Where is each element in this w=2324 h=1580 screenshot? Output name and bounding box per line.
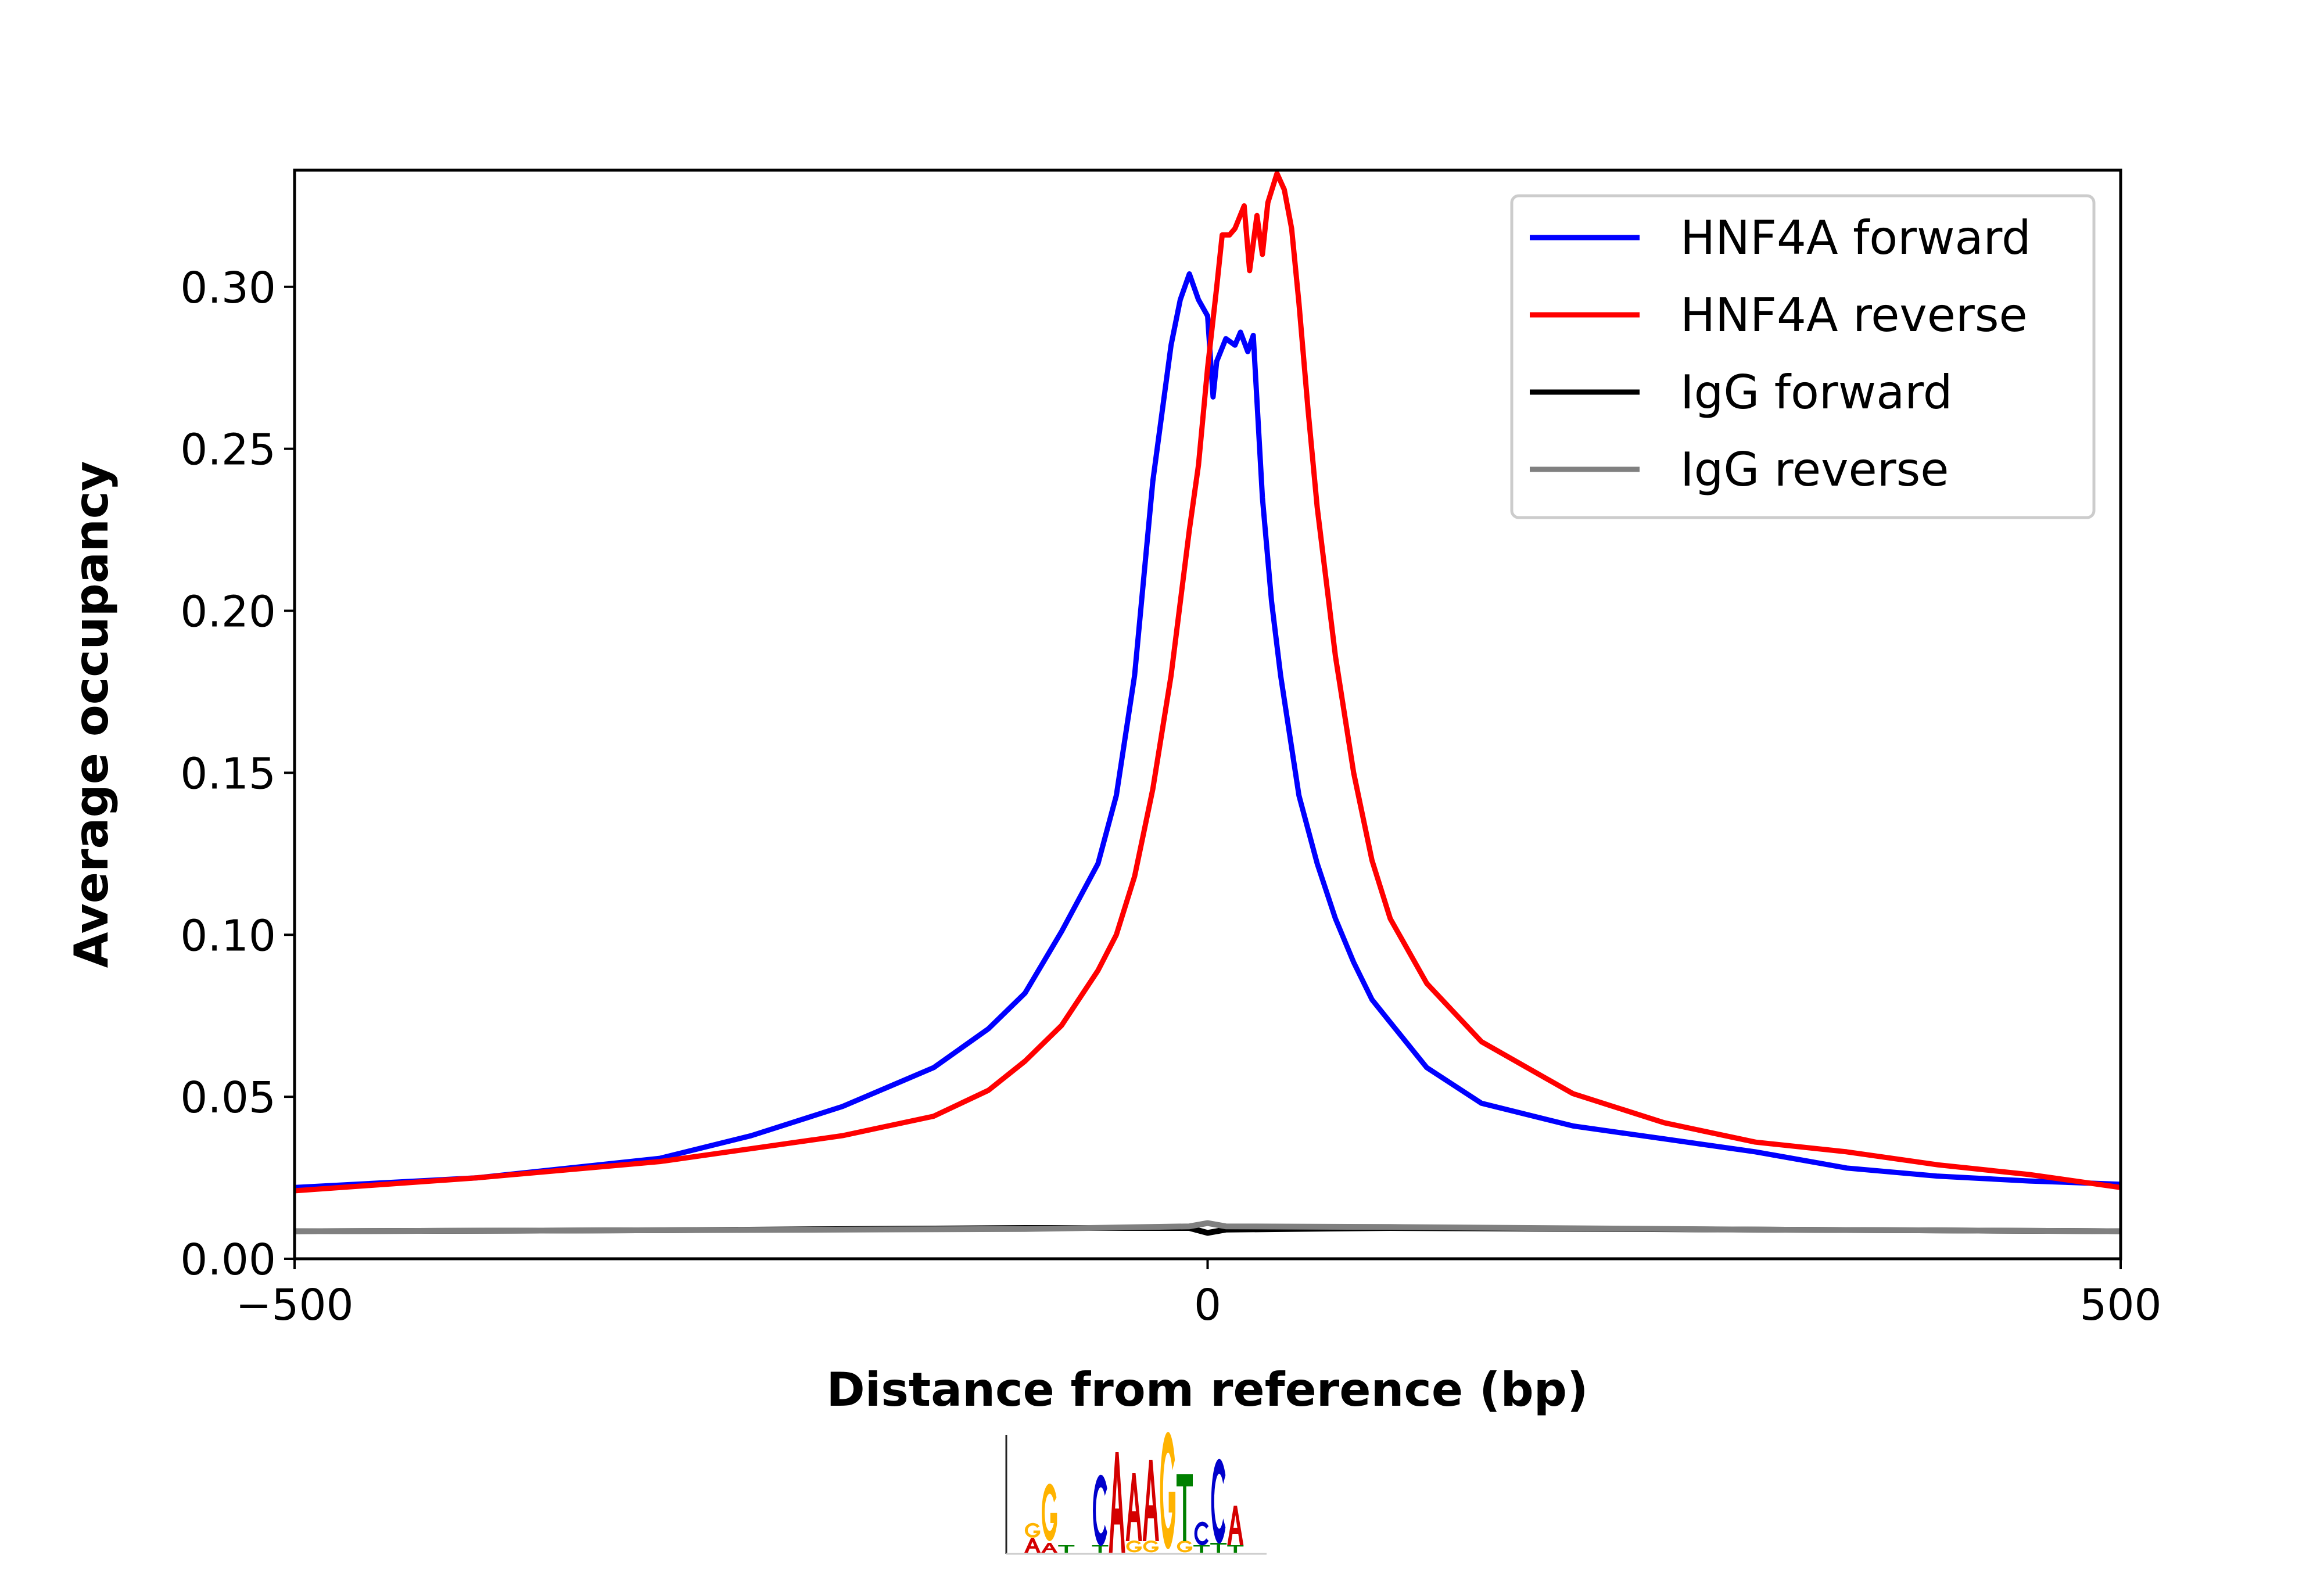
x-tick-label: 0 — [1194, 1280, 1221, 1330]
y-tick-label: 0.05 — [180, 1073, 276, 1123]
legend-box — [1510, 194, 2096, 519]
motif-letter-G — [1126, 1541, 1142, 1553]
motif-letter-T — [1092, 1545, 1109, 1553]
motif-logo — [1005, 1432, 1267, 1555]
motif-letter-A — [1109, 1452, 1125, 1553]
series-line-igg-reverse — [294, 1220, 2121, 1234]
motif-letter-A — [1041, 1543, 1058, 1553]
y-tick-label: 0.15 — [180, 749, 276, 799]
y-tick-label: 0.00 — [180, 1235, 276, 1285]
motif-letter-T — [1193, 1545, 1210, 1553]
y-tick-label: 0.30 — [180, 263, 276, 313]
y-axis: 0.00 0.05 0.10 0.15 0.20 0.25 0.30 — [180, 263, 295, 1285]
x-axis-label: Distance from reference (bp) — [826, 1363, 1588, 1417]
y-axis-label: Average occupancy — [64, 461, 119, 968]
y-tick-label: 0.10 — [180, 911, 276, 961]
motif-letter-G — [1024, 1522, 1041, 1538]
motif-letter-T — [1227, 1545, 1244, 1553]
x-axis: −500 0 500 — [235, 1259, 2162, 1330]
legend-label-hnf4a-forward: HNF4A forward — [1680, 211, 2031, 265]
motif-letter-A — [1125, 1473, 1142, 1541]
motif-letter-G — [1042, 1484, 1057, 1541]
motif-letter-C — [1194, 1521, 1209, 1546]
legend-label-igg-forward: IgG forward — [1680, 365, 1953, 419]
motif-letter-C — [1093, 1474, 1107, 1546]
motif-letter-T — [1058, 1545, 1075, 1553]
series-line-hnf4a-reverse — [294, 171, 2121, 1194]
x-tick-label: −500 — [235, 1280, 353, 1330]
motif-letter-A — [1142, 1460, 1159, 1541]
motif-letter-A — [1024, 1538, 1041, 1553]
y-tick-label: 0.20 — [180, 587, 276, 637]
motif-letter-T — [1177, 1474, 1193, 1541]
plot-lines — [294, 171, 2121, 1236]
motif-letter-A — [1227, 1506, 1244, 1545]
motif-letter-C — [1211, 1459, 1226, 1544]
x-tick-label: 500 — [2079, 1280, 2161, 1330]
series-line-hnf4a-forward — [294, 271, 2121, 1190]
y-tick-label: 0.25 — [180, 425, 276, 475]
legend-label-igg-reverse: IgG reverse — [1680, 443, 1949, 497]
legend-label-hnf4a-reverse: HNF4A reverse — [1680, 288, 2028, 342]
motif-letter-G — [1143, 1541, 1159, 1553]
motif-letter-T — [1210, 1543, 1227, 1553]
motif-letter-G — [1177, 1541, 1193, 1553]
legend: HNF4A forward HNF4A reverse IgG forward … — [1510, 194, 2096, 519]
motif-letter-G — [1160, 1432, 1176, 1549]
